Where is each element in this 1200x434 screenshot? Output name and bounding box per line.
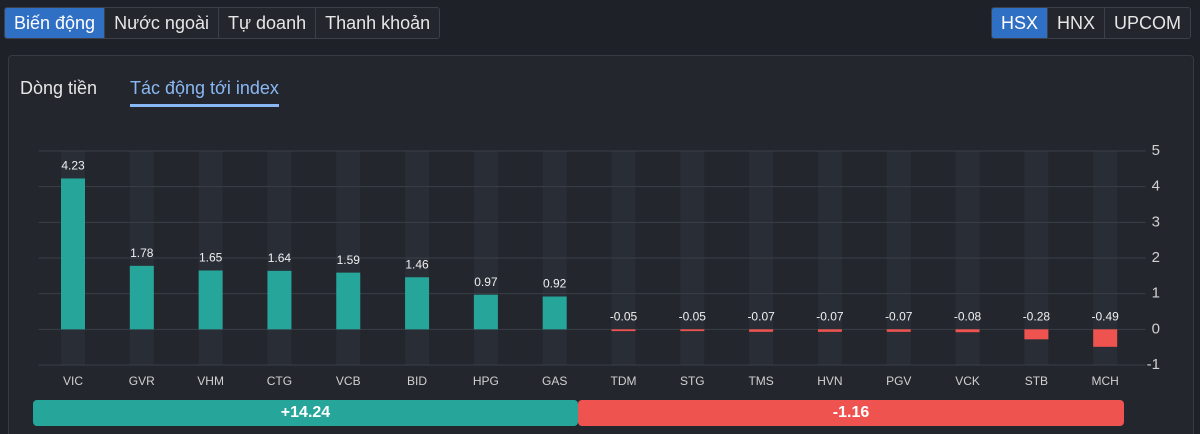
bar [336, 272, 361, 330]
x-tick-label: MCH [1092, 374, 1119, 388]
x-tick-label: CTG [267, 374, 292, 388]
y-tick-label: 4 [1152, 178, 1160, 195]
value-label: -0.49 [1092, 310, 1120, 324]
x-tick-label: STB [1025, 374, 1048, 388]
y-tick-label: 2 [1152, 249, 1160, 266]
bar [473, 294, 498, 330]
subtab[interactable]: Dòng tiền [20, 78, 98, 98]
summary-negative-bar [578, 400, 1124, 426]
y-tick-label: -1 [1147, 356, 1160, 373]
tab-group: Biến động Nước ngoài Tự doanh Thanh khoả… [4, 7, 441, 39]
summary-positive: +14.24 [280, 404, 331, 421]
exchange-button[interactable]: UPCOM [1104, 8, 1190, 38]
value-label: 1.64 [268, 251, 292, 265]
exchange-button[interactable]: HSX [991, 8, 1047, 38]
summary-positive-bar [33, 400, 578, 426]
value-label: -0.05 [679, 310, 707, 324]
bar [129, 265, 154, 330]
value-label: 4.23 [61, 159, 85, 173]
x-tick-label: TMS [748, 374, 773, 388]
value-label: -0.07 [885, 310, 913, 324]
x-tick-label: GVR [129, 374, 155, 388]
subtab[interactable]: Tác động tới index [130, 78, 279, 107]
tab[interactable]: Nước ngoài [104, 8, 218, 38]
value-label: -0.28 [1023, 310, 1051, 324]
x-tick-label: HPG [473, 374, 499, 388]
value-label: -0.08 [954, 310, 982, 324]
bar [955, 329, 980, 333]
tab[interactable]: Biến động [5, 8, 105, 38]
bar [198, 270, 223, 330]
bar [749, 329, 774, 332]
x-tick-label: PGV [886, 374, 911, 388]
x-tick-label: VHM [197, 374, 224, 388]
bar [817, 329, 842, 332]
value-label: -0.07 [747, 310, 775, 324]
value-label: 1.65 [199, 251, 223, 265]
value-label: -0.05 [610, 310, 638, 324]
summary-negative: -1.16 [832, 404, 870, 421]
x-tick-label: STG [680, 374, 705, 388]
x-tick-label: VCB [336, 374, 361, 388]
bar [611, 329, 636, 332]
bar [61, 178, 86, 330]
bar [267, 270, 292, 330]
y-tick-label: 0 [1152, 320, 1160, 337]
value-label: 0.97 [474, 275, 498, 289]
x-tick-label: GAS [542, 374, 567, 388]
x-tick-label: VIC [63, 374, 83, 388]
bar [680, 329, 705, 332]
bar [1093, 329, 1118, 347]
exchange-group: HSX HNX UPCOM [990, 7, 1191, 39]
value-label: 1.59 [337, 253, 361, 267]
tab[interactable]: Tự doanh [217, 8, 316, 38]
exchange-button[interactable]: HNX [1046, 8, 1104, 38]
value-label: 1.78 [130, 246, 154, 260]
x-tick-label: HVN [817, 374, 842, 388]
bar [1024, 329, 1049, 340]
x-tick-label: VCK [955, 374, 980, 388]
y-tick-label: 3 [1152, 213, 1160, 230]
value-label: 0.92 [543, 277, 567, 291]
tab[interactable]: Thanh khoản [315, 8, 440, 38]
y-tick-label: 1 [1152, 285, 1160, 302]
bar [886, 329, 911, 332]
x-tick-label: BID [407, 374, 427, 388]
bar [542, 296, 567, 330]
bar [405, 277, 430, 330]
y-tick-label: 5 [1152, 142, 1160, 159]
value-label: -0.07 [816, 310, 844, 324]
x-tick-label: TDM [611, 374, 637, 388]
value-label: 1.46 [405, 257, 429, 271]
